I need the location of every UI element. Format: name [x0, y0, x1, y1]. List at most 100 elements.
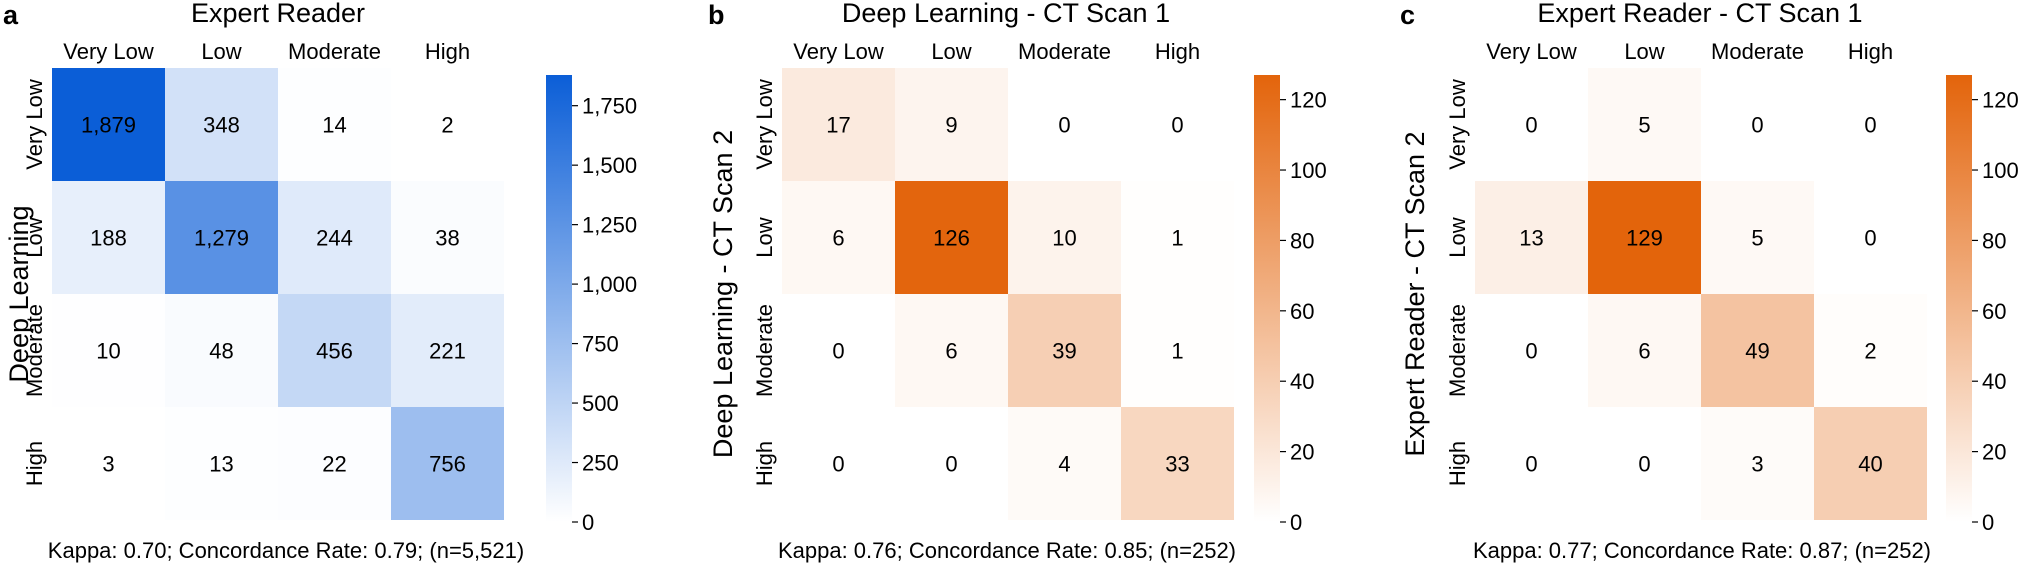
colorbar-tick-label: 100: [1290, 158, 1327, 183]
heatmap-cell: [1121, 407, 1234, 520]
chart-caption: Kappa: 0.77; Concordance Rate: 0.87; (n=…: [1473, 538, 1931, 563]
cell-value-label: 0: [832, 452, 844, 477]
panel-label: a: [3, 0, 19, 30]
chart-caption: Kappa: 0.76; Concordance Rate: 0.85; (n=…: [778, 538, 1236, 563]
heatmap-cell: [1121, 181, 1234, 294]
colorbar-tick-label: 500: [582, 391, 619, 416]
heatmap-cell: [1701, 407, 1814, 520]
heatmap-cell: [278, 407, 391, 520]
colorbar: [1254, 75, 1280, 522]
x-tick-label-low: Low: [931, 39, 971, 64]
heatmap-cell: [52, 181, 165, 294]
heatmap-cell: [165, 407, 278, 520]
colorbar: [1946, 75, 1972, 522]
colorbar-tick-label: 20: [1982, 440, 2006, 465]
heatmap-cell: [895, 407, 1008, 520]
chart-caption: Kappa: 0.70; Concordance Rate: 0.79; (n=…: [48, 538, 524, 563]
cell-value-label: 0: [1751, 113, 1763, 138]
cell-value-label: 39: [1052, 339, 1076, 364]
x-tick-label-low: Low: [1624, 39, 1664, 64]
x-tick-label-high: High: [1155, 39, 1200, 64]
cell-value-label: 40: [1858, 452, 1882, 477]
cell-value-label: 126: [933, 226, 970, 251]
heatmap-cell: [1475, 181, 1588, 294]
colorbar-tick-label: 0: [1982, 510, 1994, 535]
cell-value-label: 33: [1165, 452, 1189, 477]
chart-title: Expert Reader - CT Scan 1: [1537, 0, 1862, 28]
x-tick-label-moderate: Moderate: [1711, 39, 1804, 64]
colorbar-tick-label: 20: [1290, 440, 1314, 465]
x-tick-label-very-low: Very Low: [63, 39, 154, 64]
heatmap-cell: [1121, 294, 1234, 407]
cell-value-label: 0: [1525, 339, 1537, 364]
panel-c-expert-reader-ct: c Expert Reader - CT Scan 1 Expert Reader …: [1400, 0, 2019, 563]
heatmap-cell: [52, 294, 165, 407]
cell-value-label: 17: [826, 113, 850, 138]
heatmap-cell: [1008, 407, 1121, 520]
heatmap-cell: [1814, 68, 1927, 181]
cell-value-label: 188: [90, 226, 127, 251]
colorbar-tick-label: 60: [1982, 299, 2006, 324]
colorbar: [546, 75, 572, 522]
panel-label: b: [708, 0, 725, 30]
chart-title: Deep Learning - CT Scan 1: [842, 0, 1170, 28]
x-tick-label-low: Low: [201, 39, 241, 64]
x-tick-label-very-low: Very Low: [1486, 39, 1577, 64]
cell-value-label: 14: [322, 113, 346, 138]
cell-value-label: 0: [1864, 113, 1876, 138]
colorbar-tick-label: 1,750: [582, 94, 637, 119]
cell-value-label: 5: [1751, 226, 1763, 251]
heatmap-cell: [391, 294, 504, 407]
cell-value-label: 6: [945, 339, 957, 364]
cell-value-label: 0: [1525, 113, 1537, 138]
x-tick-label-very-low: Very Low: [793, 39, 884, 64]
cell-value-label: 0: [1525, 452, 1537, 477]
cell-value-label: 2: [1864, 339, 1876, 364]
heatmap-cell: [165, 181, 278, 294]
heatmap-cell: [1008, 294, 1121, 407]
cell-value-label: 348: [203, 113, 240, 138]
y-tick-label-very-low: Very Low: [22, 79, 47, 170]
heatmap-cell: [782, 407, 895, 520]
heatmap-cell: [1814, 181, 1927, 294]
y-tick-label-low: Low: [22, 217, 47, 257]
colorbar-tick-label: 80: [1290, 228, 1314, 253]
cell-value-label: 6: [1638, 339, 1650, 364]
cell-value-label: 5: [1638, 113, 1650, 138]
heatmap-cell: [782, 294, 895, 407]
cell-value-label: 221: [429, 339, 466, 364]
heatmap-cell: [165, 294, 278, 407]
cell-value-label: 6: [832, 226, 844, 251]
cell-value-label: 756: [429, 452, 466, 477]
colorbar-tick-label: 0: [582, 510, 594, 535]
cell-value-label: 48: [209, 339, 233, 364]
heatmap-cell: [895, 68, 1008, 181]
colorbar-tick-label: 0: [1290, 510, 1302, 535]
cell-value-label: 1: [1171, 339, 1183, 364]
x-tick-label-high: High: [1848, 39, 1893, 64]
y-tick-label-low: Low: [1445, 217, 1470, 257]
cell-value-label: 1: [1171, 226, 1183, 251]
heatmap-cell: [895, 294, 1008, 407]
cell-value-label: 38: [435, 226, 459, 251]
cell-value-label: 0: [1638, 452, 1650, 477]
cell-value-label: 0: [832, 339, 844, 364]
heatmap-cell: [782, 68, 895, 181]
heatmap-cell: [391, 68, 504, 181]
cell-value-label: 1,279: [194, 226, 249, 251]
heatmap-cell: [1701, 181, 1814, 294]
heatmap-cell: [1475, 294, 1588, 407]
heatmap-cell: [1121, 68, 1234, 181]
y-tick-label-very-low: Very Low: [1445, 79, 1470, 170]
y-tick-label-high: High: [752, 441, 777, 486]
cell-value-label: 129: [1626, 226, 1663, 251]
heatmap-cell: [391, 181, 504, 294]
cell-value-label: 4: [1058, 452, 1070, 477]
y-axis-label: Expert Reader - CT Scan 2: [1400, 131, 1430, 456]
heatmap-cell: [1701, 68, 1814, 181]
heatmap-cell: [278, 68, 391, 181]
colorbar-tick-label: 80: [1982, 228, 2006, 253]
heatmap-cell: [1588, 68, 1701, 181]
colorbar-tick-label: 750: [582, 332, 619, 357]
